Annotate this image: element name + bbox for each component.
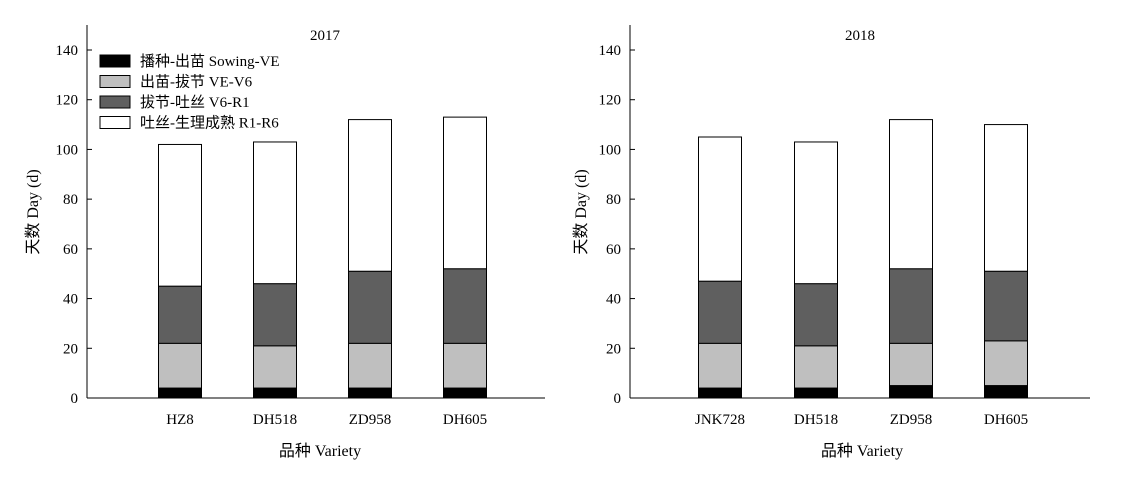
y-tick-label: 40 <box>606 292 621 308</box>
bar-segment <box>443 342 487 389</box>
legend-label: 播种-出苗 Sowing-VE <box>140 53 280 70</box>
bar-segment <box>889 119 933 270</box>
y-tick-label: 0 <box>614 391 622 407</box>
bar-segment <box>698 136 742 282</box>
x-tick-label: ZD958 <box>890 412 933 428</box>
x-tick-label: DH518 <box>794 412 838 428</box>
bar-segment <box>158 342 202 389</box>
x-axis-label: 品种 Variety <box>821 442 903 460</box>
y-tick-label: 120 <box>599 93 622 109</box>
legend-swatch <box>99 95 131 109</box>
legend-swatch <box>99 116 131 129</box>
legend-label: 吐丝-生理成熟 R1-R6 <box>140 115 279 132</box>
x-axis-label: 品种 Variety <box>279 442 361 460</box>
bar-segment <box>984 124 1028 272</box>
bar-segment <box>984 340 1028 387</box>
chart-title: 2017 <box>310 28 341 44</box>
x-tick-label: DH605 <box>443 412 487 428</box>
y-tick-label: 80 <box>606 192 621 208</box>
y-axis-label: 天数 Day (d) <box>572 169 590 254</box>
bar-segment <box>443 116 487 270</box>
bar-segment <box>889 342 933 387</box>
bar-segment <box>698 342 742 389</box>
bar-segment <box>794 345 838 389</box>
x-tick-label: JNK728 <box>695 412 745 428</box>
chart-panel-1: 0 20 40 60 80 100 120 140 HZ8 DH518 ZD958 DH605 2017… <box>24 25 545 460</box>
y-tick-label: 40 <box>63 292 78 308</box>
y-tick-label: 60 <box>606 242 621 258</box>
x-tick-label: DH518 <box>253 412 297 428</box>
y-axis-label: 天数 Day (d) <box>24 169 42 254</box>
bar-segment <box>889 268 933 344</box>
x-tick-label: ZD958 <box>349 412 392 428</box>
chart-panel-2: 0 20 40 60 80 100 120 140 JNK728 DH518 ZD958 DH605 2… <box>572 25 1090 460</box>
y-tick-label: 100 <box>599 142 622 158</box>
legend-label: 拔节-吐丝 V6-R1 <box>140 94 250 111</box>
bar-segment <box>984 270 1028 342</box>
legend-swatch <box>99 54 131 68</box>
bar-segment <box>253 141 297 285</box>
y-tick-label: 80 <box>63 192 78 208</box>
legend-label: 出苗-拔节 VE-V6 <box>140 74 253 91</box>
y-tick-label: 100 <box>56 142 79 158</box>
y-tick-label: 0 <box>71 391 79 407</box>
chart-title: 2018 <box>845 28 875 44</box>
bar-segment <box>794 141 838 285</box>
bar-segment <box>794 283 838 347</box>
bar-segment <box>698 280 742 344</box>
bar-segment <box>348 119 392 272</box>
legend: 播种-出苗 Sowing-VE 出苗-拔节 VE-V6 拔节-吐丝 V6-R1 吐丝-… <box>99 53 280 132</box>
bar-segment <box>443 268 487 344</box>
legend-swatch <box>99 75 131 88</box>
bar-segment <box>253 345 297 389</box>
y-tick-label: 20 <box>63 341 78 357</box>
y-tick-label: 120 <box>56 93 79 109</box>
y-tick-label: 140 <box>56 43 79 59</box>
bar-segment <box>158 143 202 287</box>
x-tick-label: HZ8 <box>166 412 194 428</box>
bar-segment <box>348 342 392 389</box>
x-tick-label: DH605 <box>984 412 1028 428</box>
bar-segment <box>348 270 392 344</box>
bar-segment <box>253 283 297 347</box>
bar-segment <box>158 285 202 344</box>
y-tick-label: 60 <box>63 242 78 258</box>
y-tick-label: 20 <box>606 341 621 357</box>
y-tick-label: 140 <box>599 43 622 59</box>
